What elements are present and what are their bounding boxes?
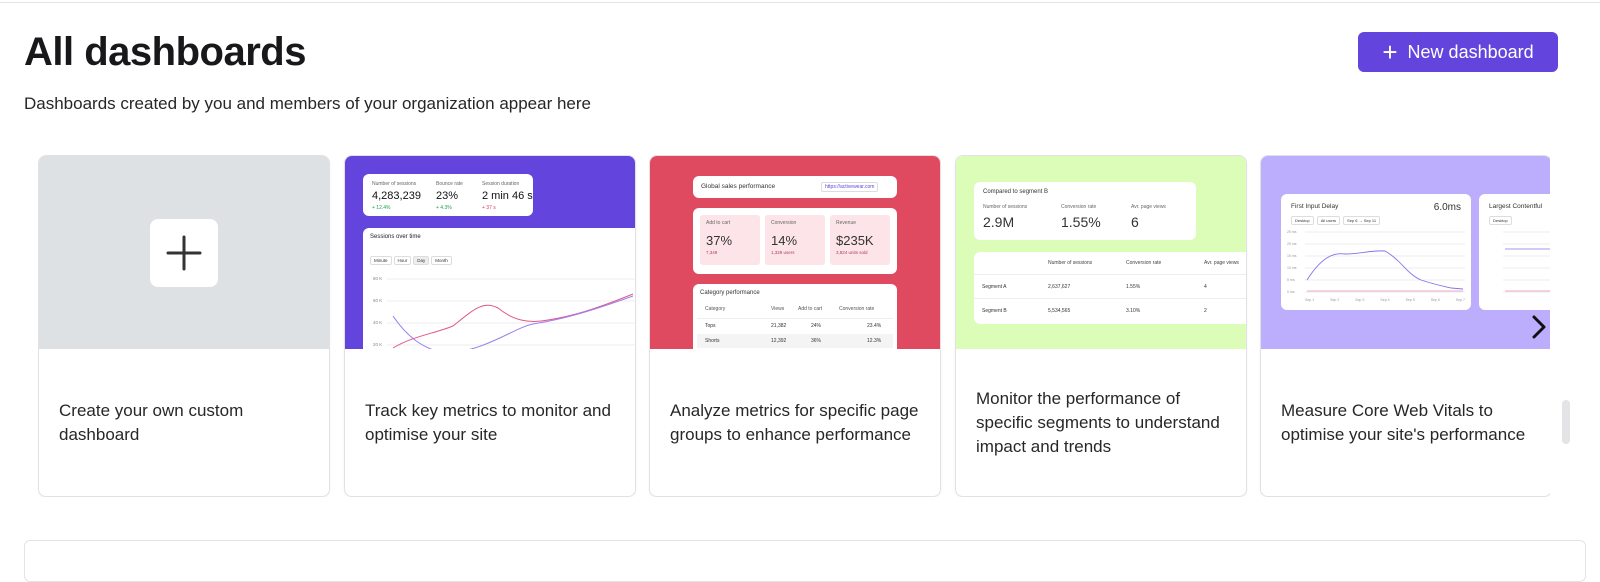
stat-page-views: Avr. page views 6 (1131, 204, 1166, 230)
filter-chips: Desktop All users Sep 6 → Sep 11 (1291, 216, 1381, 225)
metric-session-duration: Session duration 2 min 46 s + 37 s (482, 181, 533, 211)
card-description: Create your own custom dashboard (59, 400, 244, 444)
fid-line-chart (1305, 231, 1465, 293)
first-input-delay-panel: First Input Delay 6.0ms Desktop All user… (1281, 194, 1471, 310)
new-dashboard-button[interactable]: + New dashboard (1358, 32, 1558, 72)
largest-contentful-panel: Largest Contentful Desktop (1479, 194, 1550, 310)
chevron-right-icon (1532, 315, 1546, 339)
stat-sessions: Number of sessions 2.9M (983, 204, 1028, 230)
segment-comparison-panel: Compared to segment B Number of sessions… (974, 182, 1196, 240)
card-thumbnail (39, 156, 329, 349)
metric-bounce-rate: Bounce rate 23% + 4.3% (436, 181, 463, 211)
segment-table-panel: Number of sessions Conversion rate Avr. … (974, 252, 1246, 324)
key-metrics-template-card[interactable]: Number of sessions 4,283,239 + 12.4% Bou… (344, 155, 636, 497)
create-custom-dashboard-card[interactable]: Create your own custom dashboard (38, 155, 330, 497)
kpi-add-to-cart: Add to cart 37% 7,349 (700, 215, 760, 265)
stat-conversion-rate: Conversion rate 1.55% (1061, 204, 1101, 230)
new-dashboard-label: New dashboard (1407, 41, 1534, 62)
web-vitals-template-card[interactable]: First Input Delay 6.0ms Desktop All user… (1260, 155, 1550, 497)
table-row: Tops 21,382 24% 23.4% (697, 318, 893, 333)
table-row: Shorts 12,392 36% 12.3% (697, 334, 893, 348)
top-divider (0, 2, 1600, 3)
kpi-revenue: Revenue $235K 3,824 units sold (830, 215, 890, 265)
plus-icon (150, 219, 218, 287)
page-title: All dashboards (24, 30, 306, 74)
sessions-line-chart (387, 278, 635, 349)
period-selector: Minute Hour Day Month (370, 256, 452, 265)
metrics-summary: Number of sessions 4,283,239 + 12.4% Bou… (363, 174, 533, 216)
lcp-line-chart (1503, 231, 1550, 293)
url-chip: https://activewear.com (821, 182, 879, 192)
metric-sessions: Number of sessions 4,283,239 + 12.4% (372, 181, 421, 211)
card-thumbnail: First Input Delay 6.0ms Desktop All user… (1261, 156, 1550, 349)
card-thumbnail: Global sales performance https://activew… (650, 156, 940, 349)
card-description: Measure Core Web Vitals to optimise your… (1281, 400, 1526, 444)
table-row: Segment A 2,637,627 1.55% 4 (974, 274, 1246, 299)
card-description: Analyze metrics for specific page groups… (670, 400, 919, 444)
card-description: Track key metrics to monitor and optimis… (365, 400, 611, 444)
carousel-next-button[interactable] (1526, 312, 1552, 342)
page-subtitle: Dashboards created by you and members of… (24, 94, 592, 113)
kpi-panel: Add to cart 37% 7,349 Conversion 14% 1,3… (693, 208, 897, 274)
sessions-chart-panel: Sessions over time Minute Hour Day Month… (363, 228, 635, 349)
category-table-panel: Category performance Category Views Add … (693, 284, 897, 349)
segments-template-card[interactable]: Compared to segment B Number of sessions… (955, 155, 1247, 497)
card-description: Monitor the performance of specific segm… (976, 388, 1220, 456)
dashboard-list-panel (24, 540, 1586, 582)
kpi-conversion: Conversion 14% 1,329 users (765, 215, 825, 265)
x-axis-ticks: Sep 1 Sep 2 Sep 3 Sep 4 Sep 5 Sep 6 Sep … (1305, 298, 1465, 302)
template-carousel: Create your own custom dashboard Number … (38, 155, 1550, 497)
side-scroll-handle[interactable] (1562, 400, 1570, 444)
sales-header: Global sales performance https://activew… (693, 176, 897, 198)
table-row: Segment B 5,534,565 3.10% 2 (974, 298, 1246, 323)
page-groups-template-card[interactable]: Global sales performance https://activew… (649, 155, 941, 497)
plus-icon: + (1382, 37, 1398, 67)
card-thumbnail: Number of sessions 4,283,239 + 12.4% Bou… (345, 156, 635, 349)
card-thumbnail: Compared to segment B Number of sessions… (956, 156, 1246, 349)
